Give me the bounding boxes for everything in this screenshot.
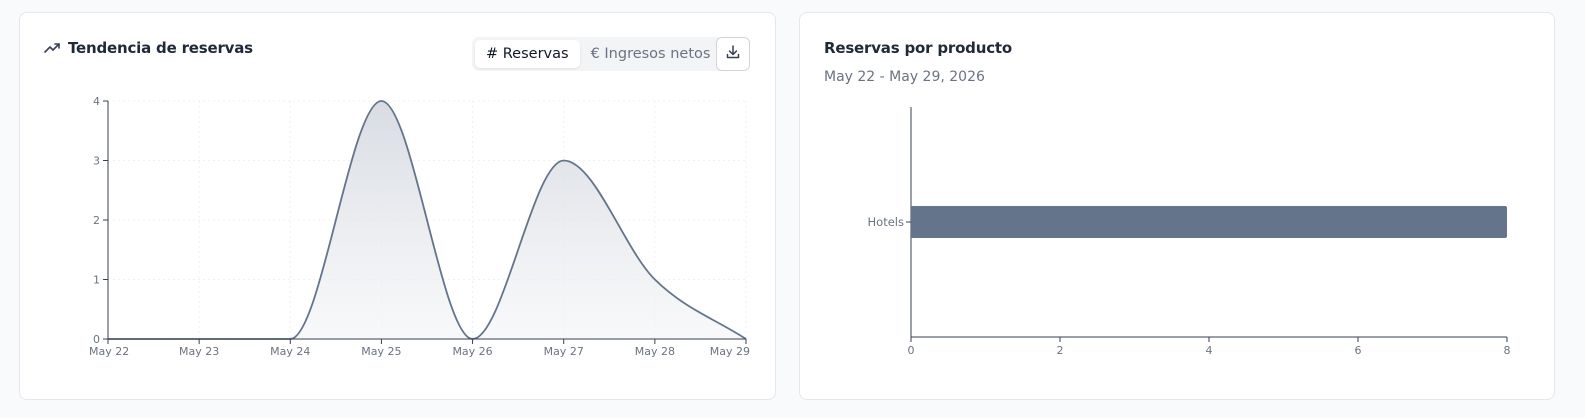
bookings-by-product-title: Reservas por producto	[824, 39, 1012, 57]
y-tick-label: 1	[93, 274, 100, 287]
toggle-reservas-button[interactable]: # Reservas	[475, 40, 580, 68]
bookings-by-product-chart: Hotels 0 2 4 6 8	[868, 107, 1511, 357]
x-tick-label: 8	[1504, 344, 1511, 357]
x-tick-label: 2	[1057, 344, 1064, 357]
y-tick-label: 3	[93, 155, 100, 168]
bar-hotels	[911, 206, 1507, 238]
x-tick-label: May 26	[452, 345, 492, 358]
x-tick-label: 4	[1206, 344, 1213, 357]
x-tick-label: May 23	[179, 345, 219, 358]
x-tick-label: May 22	[89, 345, 129, 358]
metric-toggle: # Reservas € Ingresos netos	[472, 37, 725, 71]
x-tick-label: May 24	[270, 345, 310, 358]
bookings-by-product-header: Reservas por producto	[824, 39, 1012, 57]
trending-up-icon	[44, 40, 60, 56]
x-tick-label: May 25	[361, 345, 401, 358]
x-tick-label: May 28	[635, 345, 675, 358]
y-tick-label: 2	[93, 214, 100, 227]
x-tick-label: 0	[908, 344, 915, 357]
x-tick-label: May 29	[710, 345, 750, 358]
download-button[interactable]	[716, 37, 750, 71]
bookings-by-product-card: Reservas por producto May 22 - May 29, 2…	[799, 12, 1555, 400]
x-tick-label: 6	[1355, 344, 1362, 357]
booking-trend-header: Tendencia de reservas	[44, 39, 253, 57]
download-icon	[725, 44, 741, 64]
toggle-ingresos-button[interactable]: € Ingresos netos	[590, 46, 711, 62]
booking-trend-card: Tendencia de reservas # Reservas € Ingre…	[19, 12, 776, 400]
y-tick-label: 0	[93, 333, 100, 346]
date-range-subtitle: May 22 - May 29, 2026	[824, 69, 985, 85]
y-tick-label: Hotels	[868, 215, 904, 229]
x-tick-label: May 27	[544, 345, 584, 358]
booking-trend-chart: 0 1 2 3 4 May 22 May 23 May 24 May 25 May 26 May 2…	[89, 95, 750, 358]
booking-trend-title: Tendencia de reservas	[68, 39, 253, 57]
y-tick-label: 4	[93, 95, 100, 108]
